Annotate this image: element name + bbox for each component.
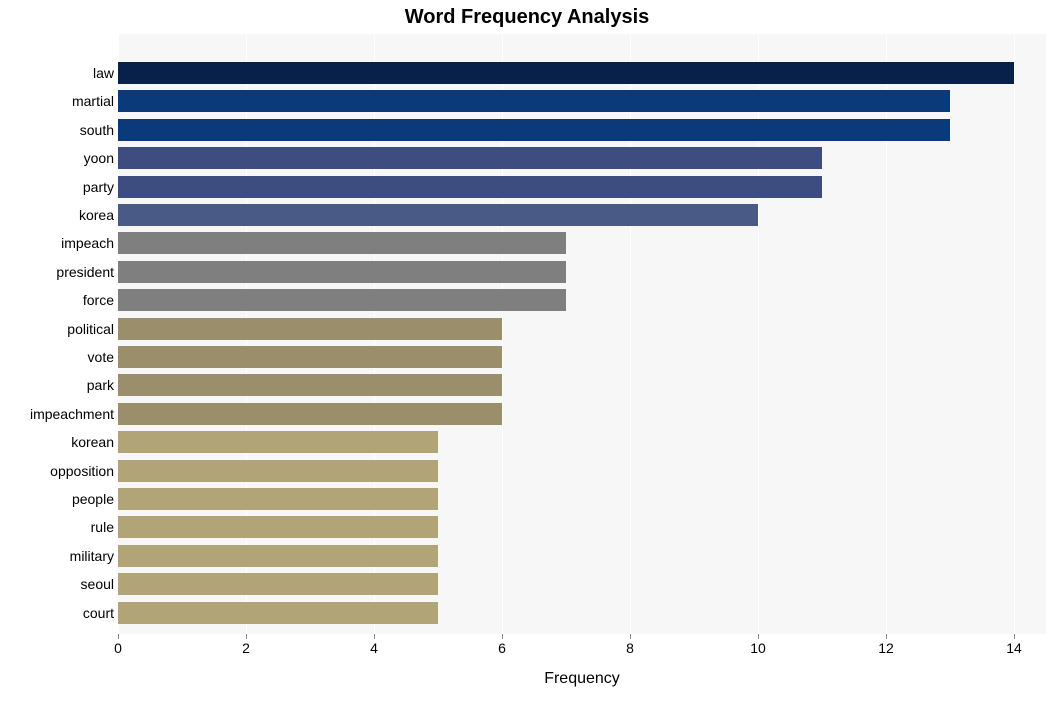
y-tick-label: korean xyxy=(4,431,114,453)
y-tick-label: seoul xyxy=(4,573,114,595)
bar xyxy=(118,516,438,538)
y-tick-label: law xyxy=(4,62,114,84)
y-tick-label: vote xyxy=(4,346,114,368)
x-tick-mark xyxy=(502,634,503,639)
bar xyxy=(118,176,822,198)
y-tick-label: court xyxy=(4,602,114,624)
x-tick-label: 12 xyxy=(866,640,906,656)
gridline xyxy=(1014,34,1015,634)
y-tick-label: opposition xyxy=(4,460,114,482)
x-tick-label: 8 xyxy=(610,640,650,656)
bar xyxy=(118,232,566,254)
bar xyxy=(118,62,1014,84)
y-tick-label: party xyxy=(4,176,114,198)
bar xyxy=(118,602,438,624)
bar xyxy=(118,403,502,425)
plot-area xyxy=(118,34,1046,634)
y-tick-label: force xyxy=(4,289,114,311)
bar xyxy=(118,119,950,141)
x-tick-mark xyxy=(1014,634,1015,639)
x-tick-label: 4 xyxy=(354,640,394,656)
x-tick-mark xyxy=(630,634,631,639)
bar xyxy=(118,289,566,311)
bar xyxy=(118,488,438,510)
y-tick-label: military xyxy=(4,545,114,567)
bar xyxy=(118,204,758,226)
y-tick-label: park xyxy=(4,374,114,396)
bar xyxy=(118,431,438,453)
x-tick-mark xyxy=(374,634,375,639)
x-tick-mark xyxy=(886,634,887,639)
y-tick-label: south xyxy=(4,119,114,141)
bar xyxy=(118,573,438,595)
bar xyxy=(118,318,502,340)
x-tick-label: 6 xyxy=(482,640,522,656)
y-tick-label: political xyxy=(4,318,114,340)
x-tick-mark xyxy=(758,634,759,639)
x-tick-mark xyxy=(118,634,119,639)
y-tick-label: president xyxy=(4,261,114,283)
y-tick-label: impeachment xyxy=(4,403,114,425)
x-tick-label: 14 xyxy=(994,640,1034,656)
x-axis-label: Frequency xyxy=(118,670,1046,688)
y-tick-label: impeach xyxy=(4,232,114,254)
bar xyxy=(118,147,822,169)
chart-title: Word Frequency Analysis xyxy=(0,6,1054,29)
x-tick-mark xyxy=(246,634,247,639)
y-tick-label: korea xyxy=(4,204,114,226)
x-tick-label: 0 xyxy=(98,640,138,656)
y-tick-label: rule xyxy=(4,516,114,538)
x-tick-label: 10 xyxy=(738,640,778,656)
x-tick-label: 2 xyxy=(226,640,266,656)
bar xyxy=(118,346,502,368)
bar xyxy=(118,460,438,482)
word-frequency-chart: Word Frequency Analysis Frequency 0 2 4 6 8 1… xyxy=(0,0,1054,701)
bar xyxy=(118,261,566,283)
y-tick-label: martial xyxy=(4,90,114,112)
y-tick-label: yoon xyxy=(4,147,114,169)
y-tick-label: people xyxy=(4,488,114,510)
bar xyxy=(118,374,502,396)
bar xyxy=(118,90,950,112)
bar xyxy=(118,545,438,567)
